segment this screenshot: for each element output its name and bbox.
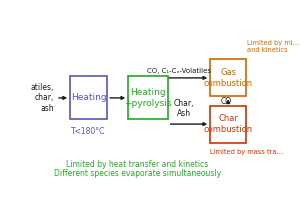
Text: Gas
combustion: Gas combustion	[204, 68, 253, 88]
Text: CO, C₁-Cₓ-Volatiles: CO, C₁-Cₓ-Volatiles	[147, 68, 211, 74]
Text: CO: CO	[220, 97, 231, 106]
Text: Limited by mi…
and kinetics: Limited by mi… and kinetics	[247, 40, 300, 53]
FancyBboxPatch shape	[128, 76, 168, 119]
Text: Char
combustion: Char combustion	[204, 114, 253, 134]
Text: atiles,
char,
ash: atiles, char, ash	[30, 83, 54, 113]
Text: Heating
+pyrolysis: Heating +pyrolysis	[124, 88, 172, 108]
Text: Different species evaporate simultaneously: Different species evaporate simultaneous…	[54, 169, 221, 178]
Text: Limited by mass tra…: Limited by mass tra…	[210, 149, 283, 155]
Text: Char,
Ash: Char, Ash	[174, 99, 194, 118]
FancyBboxPatch shape	[210, 106, 246, 143]
Text: T<180°C: T<180°C	[71, 127, 106, 136]
Text: Limited by heat transfer and kinetics: Limited by heat transfer and kinetics	[66, 160, 208, 169]
FancyBboxPatch shape	[70, 76, 107, 119]
Text: Heating: Heating	[71, 93, 106, 102]
FancyBboxPatch shape	[210, 59, 246, 96]
